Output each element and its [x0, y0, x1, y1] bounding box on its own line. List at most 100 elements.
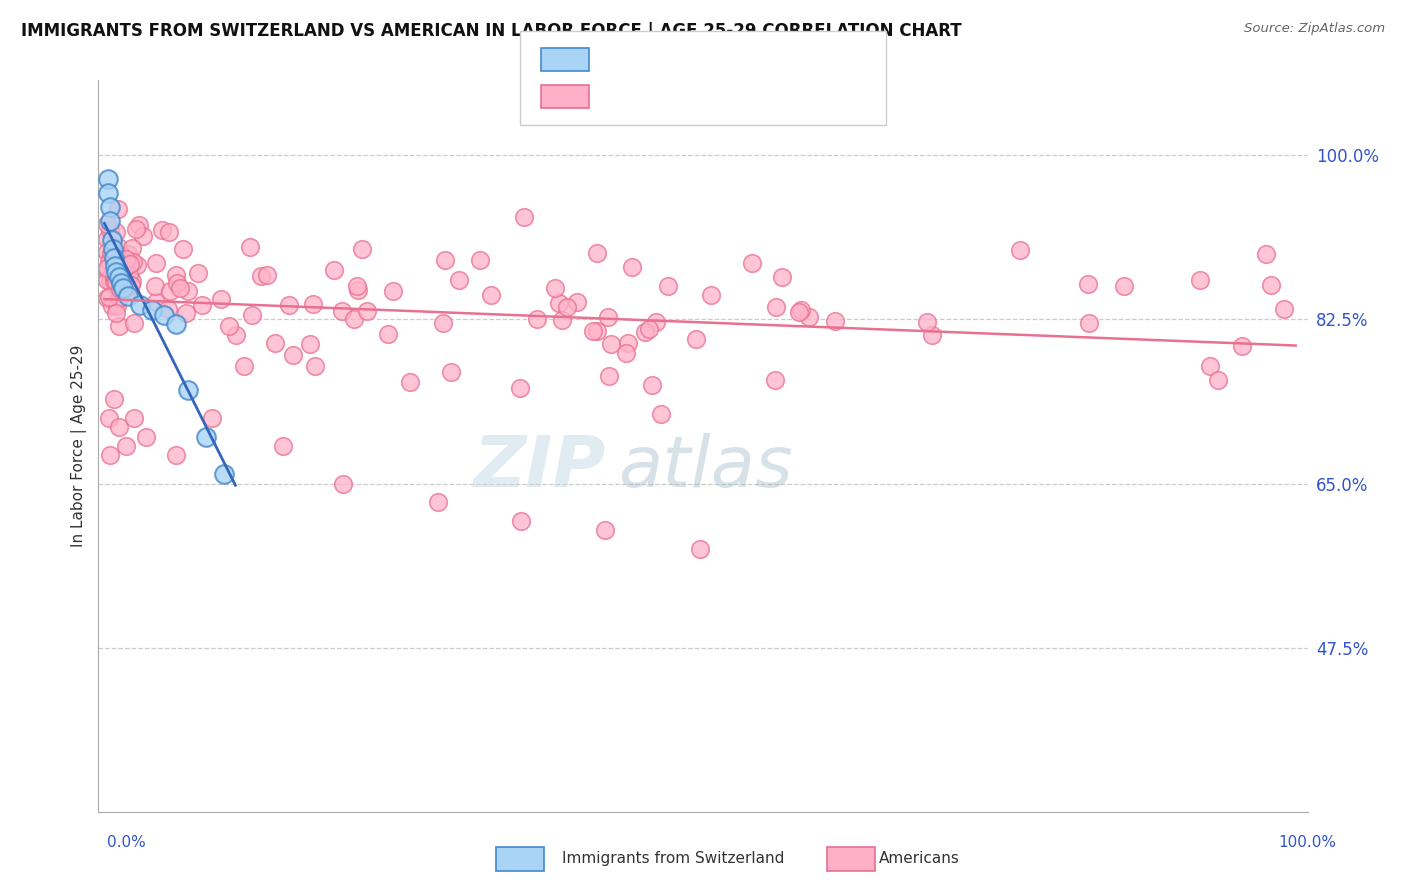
Point: [330, 303, 353, 318]
Point: [447, 273, 470, 287]
Point: [191, 298, 214, 312]
Point: [398, 376, 420, 390]
Point: [283, 348, 305, 362]
Point: [343, 312, 366, 326]
Point: [586, 324, 609, 338]
Point: [641, 378, 664, 392]
Point: [586, 245, 609, 260]
Point: [209, 292, 232, 306]
Point: [166, 276, 188, 290]
Text: Americans: Americans: [879, 852, 960, 866]
Point: [277, 298, 299, 312]
Point: [110, 276, 132, 290]
Point: [526, 311, 548, 326]
Point: [97, 186, 120, 200]
Point: [381, 284, 404, 298]
Point: [479, 288, 502, 302]
Point: [98, 214, 121, 228]
Point: [112, 281, 135, 295]
Point: [593, 524, 616, 538]
Point: [98, 253, 121, 268]
Point: [165, 268, 187, 282]
Point: [145, 295, 167, 310]
Point: [1260, 278, 1282, 293]
Point: [225, 328, 247, 343]
Text: atlas: atlas: [619, 434, 793, 502]
Text: IMMIGRANTS FROM SWITZERLAND VS AMERICAN IN LABOR FORCE | AGE 25-29 CORRELATION C: IMMIGRANTS FROM SWITZERLAND VS AMERICAN …: [21, 22, 962, 40]
Point: [174, 306, 197, 320]
Point: [557, 300, 579, 314]
Point: [122, 316, 145, 330]
Text: 0.0%: 0.0%: [107, 836, 146, 850]
Point: [1189, 273, 1212, 287]
Text: Immigrants from Switzerland: Immigrants from Switzerland: [562, 852, 785, 866]
Point: [121, 241, 143, 255]
Point: [634, 325, 657, 339]
Point: [111, 250, 134, 264]
Point: [103, 271, 125, 285]
Point: [107, 282, 129, 296]
Point: [212, 467, 235, 482]
Point: [117, 247, 139, 261]
Point: [165, 449, 187, 463]
Point: [700, 288, 723, 302]
Point: [620, 260, 643, 274]
Point: [98, 223, 121, 237]
Point: [107, 420, 129, 434]
Point: [150, 223, 173, 237]
Point: [128, 218, 150, 232]
Point: [110, 271, 132, 285]
Point: [110, 274, 132, 288]
Point: [239, 240, 262, 254]
Text: Source: ZipAtlas.com: Source: ZipAtlas.com: [1244, 22, 1385, 36]
Point: [356, 304, 378, 318]
Point: [510, 514, 533, 528]
Point: [921, 327, 943, 342]
Point: [301, 297, 323, 311]
Point: [513, 210, 536, 224]
Point: [824, 314, 846, 328]
Point: [103, 274, 125, 288]
Point: [108, 292, 131, 306]
Point: [98, 274, 121, 288]
Point: [104, 259, 127, 273]
Point: [104, 226, 127, 240]
Point: [650, 407, 672, 421]
Point: [434, 253, 457, 268]
Point: [177, 383, 200, 397]
Point: [915, 315, 938, 329]
Point: [97, 171, 120, 186]
Point: [98, 200, 121, 214]
Text: 100.0%: 100.0%: [1278, 836, 1337, 850]
Point: [298, 336, 321, 351]
Point: [97, 290, 120, 304]
Point: [332, 476, 354, 491]
Point: [101, 246, 124, 260]
Point: [233, 359, 256, 373]
Point: [110, 281, 132, 295]
Text: ZIP: ZIP: [474, 434, 606, 502]
Point: [96, 291, 118, 305]
Point: [638, 322, 661, 336]
Point: [218, 319, 240, 334]
Point: [132, 229, 155, 244]
Point: [250, 268, 273, 283]
Point: [187, 267, 209, 281]
Point: [96, 217, 118, 231]
Point: [787, 305, 810, 319]
Point: [657, 279, 679, 293]
Point: [143, 278, 166, 293]
Point: [98, 410, 121, 425]
Text: R =  0.068   N =  160: R = 0.068 N = 160: [598, 87, 807, 105]
Point: [125, 222, 148, 236]
Point: [153, 308, 176, 322]
Point: [509, 381, 531, 395]
Point: [105, 254, 128, 268]
Point: [103, 252, 125, 266]
Point: [96, 244, 118, 259]
Point: [617, 335, 640, 350]
Point: [114, 439, 136, 453]
Point: [596, 310, 619, 325]
Point: [567, 294, 589, 309]
Point: [96, 261, 118, 276]
